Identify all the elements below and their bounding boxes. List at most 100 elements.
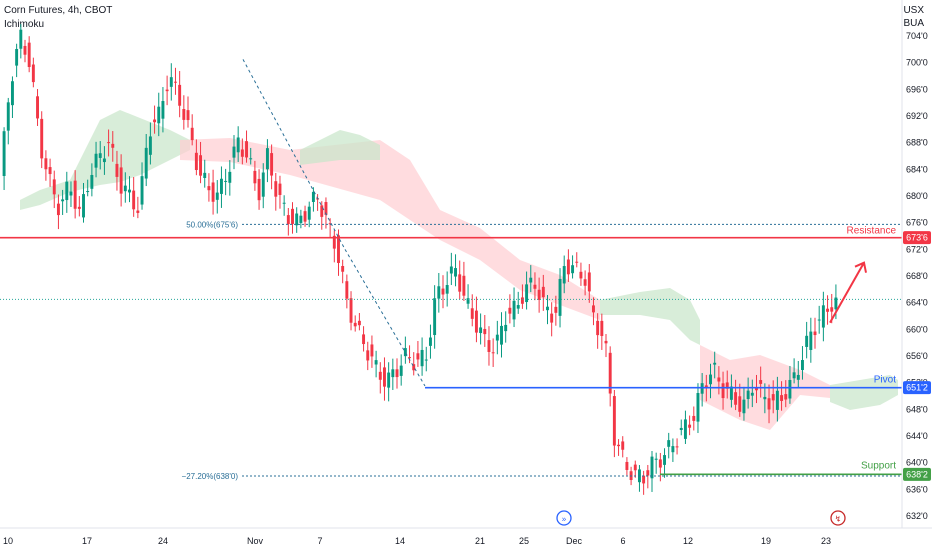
candle-body <box>558 278 562 316</box>
candle-body <box>830 307 834 312</box>
candle-body <box>537 289 541 300</box>
candle-body <box>428 337 432 346</box>
diagonal-line-2 <box>344 249 426 387</box>
x-tick-label: 7 <box>317 536 322 546</box>
candle-body <box>533 284 537 289</box>
candle-body <box>642 475 646 484</box>
candle-body <box>362 334 366 345</box>
candle-body <box>374 360 378 365</box>
candle-body <box>546 306 549 311</box>
candle-body <box>203 172 207 178</box>
candle-body <box>132 190 136 210</box>
candle-body <box>596 320 600 336</box>
candle-body <box>349 298 353 323</box>
candle-body <box>123 185 127 192</box>
candle-body <box>52 179 56 195</box>
candle-body <box>2 131 6 176</box>
candle-body <box>821 305 825 328</box>
candle-body <box>408 357 412 359</box>
candle-body <box>391 369 395 378</box>
event-icon-blue[interactable]: » <box>556 510 572 526</box>
candle-body <box>416 353 420 360</box>
candle-body <box>194 152 198 171</box>
candle-body <box>274 181 278 197</box>
candle-body <box>483 328 487 335</box>
candle-body <box>353 322 357 327</box>
candle-body <box>725 382 729 389</box>
candle-body <box>796 374 800 380</box>
x-tick-label: 21 <box>475 536 485 546</box>
y-tick-label: 656'0 <box>906 351 928 361</box>
x-tick-label: 14 <box>395 536 405 546</box>
fib-50-label: 50.00%(675'6) <box>186 220 238 229</box>
candle-body <box>508 307 512 314</box>
y-tick-label: 680'0 <box>906 191 928 201</box>
candle-body <box>420 349 424 367</box>
candle-body <box>571 265 575 274</box>
candle-body <box>625 461 629 470</box>
candle-body <box>90 174 94 189</box>
candle-body <box>115 163 119 177</box>
candle-body <box>207 186 211 191</box>
candle-body <box>19 29 23 49</box>
candle-body <box>654 458 658 460</box>
candle-body <box>767 398 771 410</box>
candle-body <box>245 141 248 158</box>
y-tick-label: 664'0 <box>906 298 928 308</box>
candle-body <box>692 415 696 421</box>
indicator-label: Ichimoku <box>4 19 45 30</box>
candle-body <box>136 210 140 213</box>
y-tick-label: 696'0 <box>906 84 928 94</box>
candle-body <box>165 89 169 92</box>
candle-body <box>102 158 106 163</box>
y-tick-label: 672'0 <box>906 244 928 254</box>
candle-body <box>211 182 215 202</box>
candle-body <box>82 194 85 218</box>
candle-body <box>516 305 520 309</box>
candle-body <box>454 268 457 277</box>
candle-body <box>286 215 290 225</box>
candle-body <box>817 319 821 321</box>
candle-body <box>755 388 758 391</box>
candle-body <box>512 300 516 320</box>
x-tick-label: 24 <box>158 536 168 546</box>
candle-body <box>403 348 407 357</box>
y-tick-label: 632'0 <box>906 511 928 521</box>
candle-body <box>633 464 637 471</box>
candle-body <box>679 427 683 430</box>
candle-body <box>462 275 466 296</box>
candle-body <box>107 142 111 144</box>
candle-body <box>219 178 223 194</box>
candle-body <box>433 298 437 336</box>
candle-body <box>608 352 612 394</box>
candle-body <box>65 181 69 201</box>
y-tick-label: 668'0 <box>906 271 928 281</box>
svg-text:↯: ↯ <box>835 515 842 524</box>
candle-body <box>738 396 742 412</box>
ichimoku-cloud <box>300 130 380 165</box>
candle-body <box>178 84 182 106</box>
y-tick-label: 640'0 <box>906 458 928 468</box>
candle-body <box>240 149 244 157</box>
candle-body <box>688 424 692 428</box>
candle-body <box>337 235 340 263</box>
candle-body <box>86 191 90 193</box>
candle-body <box>77 206 81 209</box>
candle-body <box>395 369 399 378</box>
candle-body <box>140 176 144 205</box>
candle-body <box>378 371 382 380</box>
candle-body <box>61 199 65 202</box>
candle-body <box>604 340 608 344</box>
candle-body <box>161 101 165 119</box>
candle-body <box>6 102 10 131</box>
ichimoku-cloud <box>830 375 898 410</box>
support-price-tag <box>903 467 931 481</box>
event-icon-red[interactable]: ↯ <box>830 510 846 526</box>
candle-body <box>224 180 228 182</box>
candle-body <box>215 192 219 200</box>
projection-arrow <box>829 261 867 324</box>
candle-body <box>763 396 767 400</box>
candle-body <box>324 202 328 215</box>
candle-body <box>182 109 186 120</box>
